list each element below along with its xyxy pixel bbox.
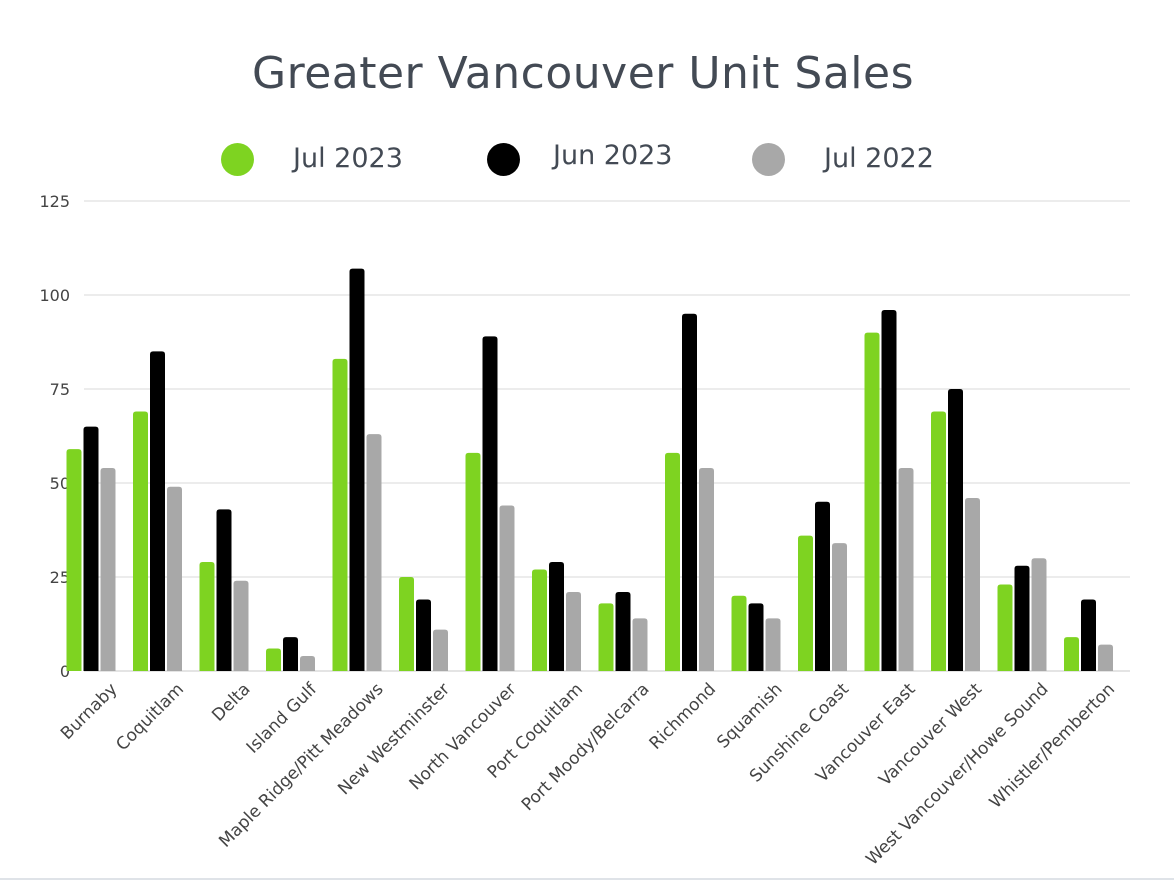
y-tick-label: 50	[50, 474, 70, 493]
bar	[566, 592, 581, 671]
bar	[1098, 644, 1113, 671]
bar	[283, 637, 298, 671]
y-tick-label: 25	[50, 568, 70, 587]
y-tick-label: 75	[50, 380, 70, 399]
bar	[199, 561, 215, 671]
bar	[997, 584, 1013, 671]
bar	[699, 467, 714, 671]
bar	[881, 310, 897, 671]
legend-swatch	[221, 143, 254, 176]
bar	[748, 603, 764, 671]
bar	[266, 648, 281, 671]
bar	[615, 592, 631, 671]
bar	[898, 467, 914, 671]
bar	[100, 467, 116, 671]
bar	[366, 434, 382, 671]
bar	[832, 543, 847, 671]
legend-label: Jul 2023	[293, 143, 403, 174]
legend-swatch	[752, 143, 785, 176]
x-tick-label: Whistler/Pemberton	[986, 679, 1119, 812]
bar	[349, 268, 365, 671]
legend-label: Jun 2023	[553, 140, 673, 171]
x-tick-label: Coquitlam	[112, 679, 188, 755]
bar	[416, 599, 431, 671]
chart-title: Greater Vancouver Unit Sales	[251, 48, 915, 99]
bar	[815, 501, 830, 671]
legend-swatch	[487, 143, 520, 176]
bar	[150, 351, 165, 671]
bar	[133, 411, 148, 671]
bar	[798, 535, 813, 671]
bar	[300, 655, 315, 671]
bar	[765, 618, 781, 671]
bar	[549, 561, 564, 671]
bar	[233, 580, 249, 671]
bar	[632, 618, 648, 671]
bar	[1014, 565, 1030, 671]
bar	[665, 452, 680, 671]
bar	[499, 505, 515, 671]
bar	[682, 313, 697, 671]
bar	[864, 332, 880, 671]
x-tick-label: Port Moody/Belcarra	[518, 679, 654, 815]
y-tick-label: 125	[39, 192, 70, 211]
legend-label: Jul 2022	[824, 143, 934, 174]
bar	[332, 358, 348, 671]
x-tick-label: Burnaby	[57, 679, 121, 743]
bar	[931, 411, 946, 671]
y-tick-label: 100	[39, 286, 70, 305]
bar	[167, 486, 182, 671]
bar	[731, 595, 747, 671]
bar	[433, 629, 448, 671]
bar	[465, 452, 481, 671]
bar	[66, 449, 82, 671]
x-tick-label: Richmond	[646, 679, 720, 753]
bar	[1031, 558, 1047, 671]
bar	[83, 426, 99, 671]
bar	[965, 498, 980, 671]
bar	[1064, 637, 1079, 671]
y-tick-label: 0	[60, 662, 70, 681]
x-tick-label: Delta	[208, 679, 254, 725]
bar	[216, 509, 232, 671]
x-tick-label: New Westminster	[334, 679, 454, 799]
bar	[1081, 599, 1096, 671]
bar	[948, 389, 963, 671]
bottom-divider	[0, 878, 1174, 880]
bar	[399, 577, 414, 671]
legend: Jul 2023 Jun 2023 Jul 2022	[0, 138, 1174, 182]
bar	[482, 336, 498, 671]
bar	[598, 603, 614, 671]
bar	[532, 569, 547, 671]
